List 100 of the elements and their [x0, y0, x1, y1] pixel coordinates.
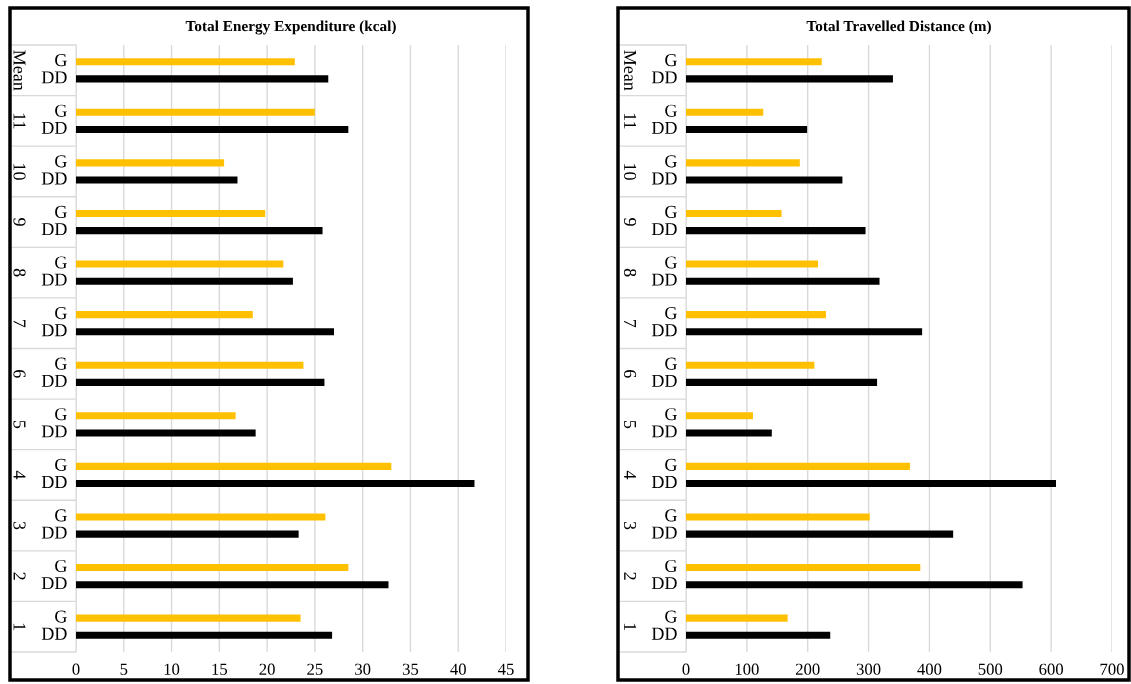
text: DD [41, 121, 67, 134]
bar [76, 58, 295, 66]
bar [76, 513, 326, 521]
text: DD [41, 577, 67, 590]
y-tick-label: 9 [13, 218, 26, 226]
bar [76, 581, 389, 589]
x-tick-label: 400 [917, 663, 942, 675]
bar [686, 581, 1023, 589]
bar [76, 462, 392, 470]
y-tick-label: 2 [13, 572, 26, 580]
bar [686, 361, 815, 369]
text: DD [41, 324, 67, 337]
text: G [665, 104, 677, 117]
bar [76, 378, 325, 386]
bar [76, 209, 266, 217]
text: DD [651, 121, 677, 134]
bar [76, 176, 238, 184]
x-tick-label: 35 [402, 663, 419, 675]
text: G [55, 155, 67, 168]
y-tick-label: 8 [623, 268, 637, 277]
bar [686, 412, 753, 420]
bar [686, 58, 822, 66]
bar [76, 75, 329, 83]
bar [686, 75, 893, 83]
text: DD [41, 526, 67, 539]
bar [76, 328, 334, 336]
bar [76, 277, 293, 285]
series-label: DD [41, 71, 67, 84]
chart-title: Total Travelled Distance (m) [806, 20, 991, 35]
bar [76, 227, 323, 235]
text: G [55, 205, 67, 218]
y-tick-label: 1 [13, 623, 26, 631]
y-tick-label: 5 [13, 420, 26, 429]
text: G [665, 610, 677, 623]
y-tick-label: 7 [624, 319, 636, 328]
text: G [55, 306, 67, 320]
text: G [665, 509, 677, 522]
y-tick-label: 10 [13, 164, 26, 180]
bar [686, 530, 954, 538]
bar [686, 429, 772, 437]
bar [686, 227, 866, 235]
bar [76, 108, 315, 116]
text: DD [41, 425, 67, 438]
bar [76, 614, 301, 622]
text: DD [651, 577, 677, 590]
bar [686, 260, 819, 268]
text: DD [41, 627, 67, 640]
bar [76, 631, 333, 639]
bar [686, 614, 788, 622]
x-tick-label: 25 [307, 663, 323, 675]
y-tick-label: 3 [13, 521, 26, 530]
bar [686, 480, 1057, 488]
y-tick-label: 6 [13, 370, 26, 378]
text: DD [41, 273, 67, 286]
bar [686, 311, 826, 319]
series-label: DD [651, 71, 677, 84]
y-tick-label: 7 [13, 319, 26, 328]
series-label: G [55, 54, 67, 67]
x-tick-label: 0 [72, 663, 80, 675]
text: G [665, 559, 677, 573]
bar [76, 563, 349, 572]
y-tick-label: 3 [623, 521, 637, 530]
bar [686, 108, 764, 116]
bar [686, 462, 910, 470]
y-tick-label: 11 [13, 113, 26, 129]
text: G [55, 458, 67, 471]
x-tick-label: 200 [795, 663, 820, 675]
text: DD [651, 425, 677, 438]
bar [76, 480, 475, 488]
text: G [665, 357, 677, 370]
text: G [55, 559, 67, 573]
bar [76, 159, 225, 167]
x-tick-label: 10 [164, 663, 180, 675]
x-tick-label: 30 [355, 663, 371, 675]
text: DD [41, 223, 67, 236]
text: DD [651, 273, 677, 286]
x-tick-label: 600 [1039, 663, 1064, 675]
text: DD [651, 627, 677, 640]
bar [686, 125, 808, 134]
bar [76, 311, 253, 319]
bar [686, 209, 782, 217]
bar [686, 378, 878, 386]
series-label: G [665, 54, 677, 67]
text: DD [651, 172, 677, 185]
text: DD [651, 223, 677, 236]
bar [686, 563, 921, 572]
text: G [55, 357, 67, 370]
text: DD [41, 374, 67, 387]
y-tick-label: 6 [623, 370, 637, 378]
x-tick-label: 700 [1100, 663, 1124, 675]
text: G [665, 408, 677, 421]
text: G [665, 205, 677, 218]
y-tick-label: 4 [13, 470, 26, 480]
x-tick-label: 100 [735, 663, 759, 675]
y-tick-label: Mean [623, 50, 636, 91]
text: G [55, 509, 67, 522]
x-tick-label: 15 [212, 663, 228, 675]
bar [686, 277, 880, 285]
y-tick-label: 10 [623, 164, 637, 180]
y-tick-label: 9 [623, 218, 637, 226]
